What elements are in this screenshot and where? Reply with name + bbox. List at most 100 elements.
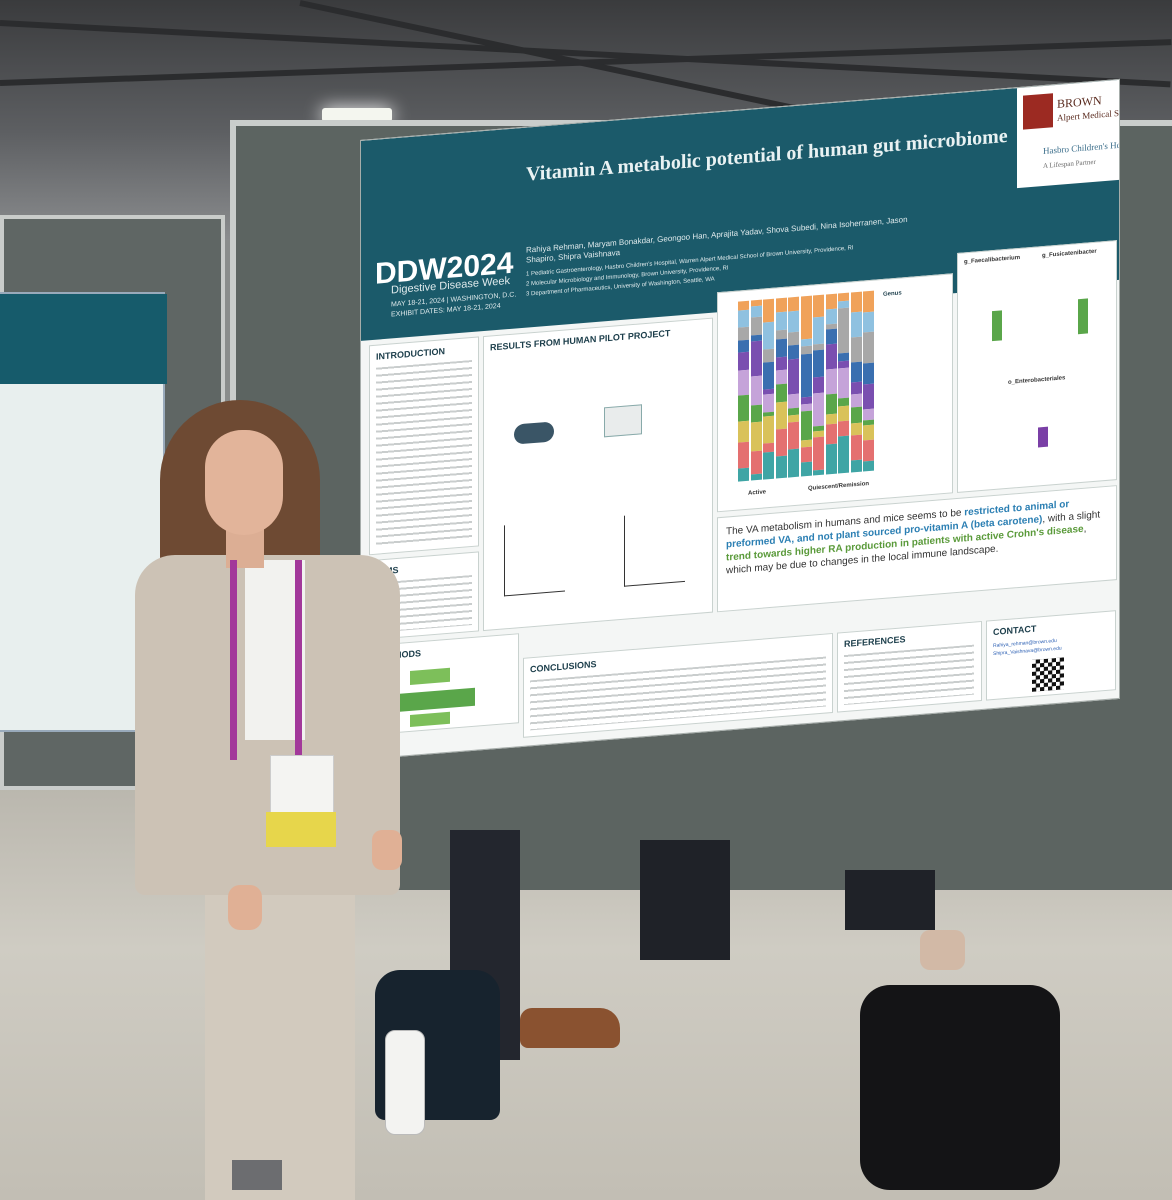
stacked-bar-column: [838, 292, 849, 474]
stacked-bar-segment: [788, 296, 799, 312]
stacked-bar-segment: [763, 298, 774, 323]
contact-title: CONTACT: [993, 623, 1037, 638]
quiescent-label: Quiescent/Remission: [808, 481, 870, 492]
stacked-bar-column: [863, 290, 874, 472]
chart-label-fusicatenibacter: g_Fusicatenibacter: [1042, 248, 1097, 260]
results-section: RESULTS FROM HUMAN PILOT PROJECT: [483, 317, 713, 632]
stacked-bar-segment: [800, 446, 812, 463]
stacked-bar-segment: [813, 469, 824, 476]
stacked-bar-segment: [738, 420, 749, 444]
abundance-bar: [1078, 298, 1088, 335]
stacked-bar-segment: [775, 428, 787, 457]
stacked-bar-chart-panel: Genus Active Quiescent/Remission: [717, 273, 953, 513]
stacked-bar-segment: [775, 311, 787, 331]
contact-section: CONTACT Rahiya_rehman@brown.edu Shipra_V…: [986, 610, 1116, 701]
stacked-bar-segment: [763, 361, 774, 390]
stacked-bar-segment: [838, 420, 849, 437]
stacked-bar-segment: [800, 461, 812, 477]
stacked-bar-segment: [788, 345, 799, 360]
stacked-bar-segment: [738, 339, 749, 354]
stacked-bar-segment: [788, 393, 799, 409]
stacked-bar-segment: [850, 459, 862, 473]
stacked-bar-segment: [825, 308, 837, 325]
stacked-bar-segment: [813, 349, 824, 378]
stacked-bar-column: [800, 295, 812, 477]
stacked-bar-segment: [850, 381, 862, 395]
board-stand: [232, 1160, 282, 1190]
stacked-bar-segment: [775, 455, 787, 479]
stacked-bar-segment: [763, 348, 774, 363]
lanyard: [230, 560, 237, 760]
stacked-bar-segment: [838, 367, 849, 399]
stacked-bar-segment: [775, 369, 787, 385]
water-bottle: [385, 1030, 425, 1135]
key-finding-text: The VA metabolism in humans and mice see…: [726, 498, 1101, 577]
stacked-bar-segment: [825, 368, 837, 395]
stacked-bar-segment: [763, 321, 774, 350]
stacked-bar-segment: [800, 353, 812, 398]
stacked-bar-segment: [788, 448, 799, 478]
stacked-bar-segment: [850, 312, 862, 338]
lanyard: [295, 560, 302, 760]
stacked-bar-column: [738, 300, 749, 482]
presenter-pants: [205, 880, 355, 1200]
stacked-bar-segment: [863, 439, 874, 462]
references-title: REFERENCES: [844, 634, 906, 650]
stacked-bar-segment: [850, 422, 862, 436]
stacked-bar-segment: [813, 392, 824, 427]
stacked-bar-segment: [850, 406, 862, 424]
stacked-bar-segment: [838, 435, 849, 474]
stacked-bar-segment: [750, 450, 762, 475]
stacked-bar-column: [775, 297, 787, 479]
stacked-bar-column: [788, 296, 799, 478]
stacked-bar-segment: [825, 293, 837, 310]
stacked-bar-segment: [788, 310, 799, 333]
person-legs-background: [640, 840, 730, 960]
stacked-bar-segment: [850, 434, 862, 461]
genus-legend-title: Genus: [883, 290, 902, 298]
ceiling-light: [322, 108, 392, 122]
stacked-bar-segment: [838, 307, 849, 354]
chart-label-faecalibacterium: g_Faecalibacterium: [964, 254, 1021, 266]
stacked-bar-segment: [738, 326, 749, 341]
stacked-bar-segment: [750, 317, 762, 336]
methods-flow-box: [410, 667, 450, 685]
stacked-bar-segment: [763, 451, 774, 480]
references-text-lines: [844, 644, 974, 706]
stacked-bar-segment: [788, 331, 799, 347]
institution-logos: BROWN Alpert Medical School Hasbro Child…: [1017, 79, 1120, 189]
stacked-bar-segment: [825, 443, 837, 475]
presenter-face: [205, 430, 283, 535]
results-title: RESULTS FROM HUMAN PILOT PROJECT: [490, 328, 671, 353]
introduction-text-lines: [376, 359, 472, 548]
stacked-bar-segment: [863, 362, 874, 385]
stacked-bar-segment: [788, 421, 799, 450]
stacked-bar-segment: [738, 394, 749, 422]
stacked-bar-segment: [775, 297, 787, 313]
lc-ms-plot: [604, 404, 642, 438]
stacked-bar-segment: [813, 316, 824, 345]
research-poster: Vitamin A metabolic potential of human g…: [360, 78, 1120, 760]
stacked-bar-segment: [775, 383, 787, 403]
lifespan-logo-text: A Lifespan Partner: [1043, 157, 1096, 171]
methods-flow-box: [410, 711, 450, 727]
stacked-bar-segment: [825, 423, 837, 445]
bar-chart-13cra: [624, 510, 685, 587]
introduction-title: INTRODUCTION: [376, 346, 445, 362]
bar-chart-atra: [504, 520, 565, 597]
brown-shield-icon: [1023, 93, 1053, 130]
backpack: [860, 985, 1060, 1190]
stacked-bar-segment: [763, 393, 774, 413]
stacked-bar-segment: [813, 294, 824, 318]
introduction-section: INTRODUCTION: [369, 336, 479, 556]
left-poster-header: [0, 294, 167, 384]
stacked-bar-segment: [738, 309, 749, 328]
abundance-bar: [992, 310, 1002, 342]
badge-ribbon: [266, 812, 336, 847]
chart-label-enterobacteriales: o_Enterobacteriales: [1008, 375, 1066, 386]
stacked-bar-segment: [863, 331, 874, 364]
stacked-bar-column: [813, 294, 824, 476]
stacked-bar-segment: [750, 305, 762, 319]
stacked-bar-segment: [850, 291, 862, 313]
stacked-bar-segment: [750, 375, 762, 406]
